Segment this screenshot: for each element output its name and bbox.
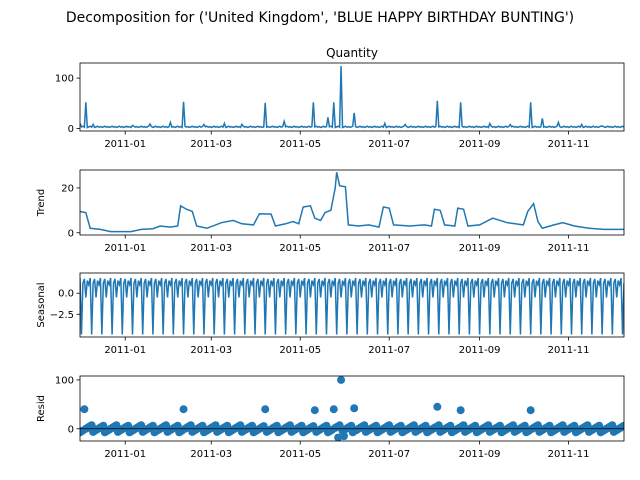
series-line-quantity — [80, 66, 624, 129]
x-tick-label: 2011-07 — [368, 243, 410, 254]
resid-point — [179, 405, 188, 414]
y-tick-label: 0.0 — [58, 289, 74, 300]
resid-point — [433, 402, 442, 411]
x-tick-label: 2011-11 — [548, 243, 590, 254]
series-line-trend — [80, 172, 624, 233]
plot-area — [80, 376, 624, 441]
plot-area — [80, 66, 624, 129]
series-line-seasonal — [80, 277, 624, 335]
y-tick-label: 100 — [55, 375, 74, 386]
x-tick-label: 2011-11 — [548, 449, 590, 460]
resid-point — [456, 406, 465, 415]
x-tick-label: 2011-01 — [104, 243, 146, 254]
resid-point — [620, 421, 624, 430]
resid-point — [339, 432, 348, 441]
axes-frame — [79, 169, 625, 236]
y-tick-label: −2.5 — [50, 310, 74, 321]
y-tick-label: 0 — [68, 124, 74, 135]
panel-ylabel: Resid — [36, 395, 47, 422]
resid-point — [261, 405, 270, 414]
resid-point — [310, 406, 319, 415]
x-tick-label: 2011-03 — [190, 345, 232, 356]
panel-1: 2011-01 2011-03 2011-05 2011-07 2011-09 2011-… — [36, 169, 625, 254]
x-tick-label: 2011-05 — [279, 243, 321, 254]
panel-3: 2011-01 2011-03 2011-05 2011-07 2011-09 2011-… — [36, 375, 625, 460]
x-tick-label: 2011-01 — [104, 345, 146, 356]
x-tick-label: 2011-11 — [548, 139, 590, 150]
y-tick-label: 100 — [55, 74, 74, 85]
x-tick-label: 2011-05 — [279, 449, 321, 460]
x-tick-label: 2011-09 — [459, 345, 501, 356]
resid-point — [80, 405, 89, 414]
panel-2: 2011-01 2011-03 2011-05 2011-07 2011-09 2011-… — [36, 272, 625, 356]
x-tick-label: 2011-03 — [190, 243, 232, 254]
figure-suptitle: Decomposition for ('United Kingdom', 'BL… — [66, 10, 574, 26]
y-tick-label: 0 — [68, 424, 74, 435]
panel-0: 2011-01 2011-03 2011-05 2011-07 2011-09 2011-… — [55, 46, 625, 150]
x-tick-label: 2011-11 — [548, 345, 590, 356]
x-tick-label: 2011-09 — [459, 243, 501, 254]
resid-point — [526, 406, 535, 415]
y-tick-label: 0 — [68, 228, 74, 239]
plot-area — [80, 172, 624, 233]
axes-frame — [79, 272, 625, 338]
x-tick-label: 2011-09 — [459, 139, 501, 150]
x-tick-label: 2011-07 — [368, 345, 410, 356]
axes-frame — [79, 375, 625, 442]
x-tick-label: 2011-07 — [368, 139, 410, 150]
resid-point — [337, 376, 346, 384]
x-tick-label: 2011-05 — [279, 139, 321, 150]
x-tick-label: 2011-01 — [104, 139, 146, 150]
axes-frame — [79, 62, 625, 132]
x-tick-label: 2011-03 — [190, 449, 232, 460]
x-tick-label: 2011-01 — [104, 449, 146, 460]
plot-area — [80, 277, 624, 335]
x-tick-label: 2011-09 — [459, 449, 501, 460]
panel-ylabel: Seasonal — [36, 282, 47, 327]
x-tick-label: 2011-07 — [368, 449, 410, 460]
y-tick-label: 20 — [61, 183, 74, 194]
x-tick-label: 2011-03 — [190, 139, 232, 150]
resid-point — [350, 404, 359, 413]
panels-group: 2011-01 2011-03 2011-05 2011-07 2011-09 2011-… — [36, 46, 625, 460]
x-tick-label: 2011-05 — [279, 345, 321, 356]
panel-ylabel: Trend — [36, 189, 47, 217]
panel-title: Quantity — [326, 46, 378, 60]
resid-point — [329, 405, 338, 414]
